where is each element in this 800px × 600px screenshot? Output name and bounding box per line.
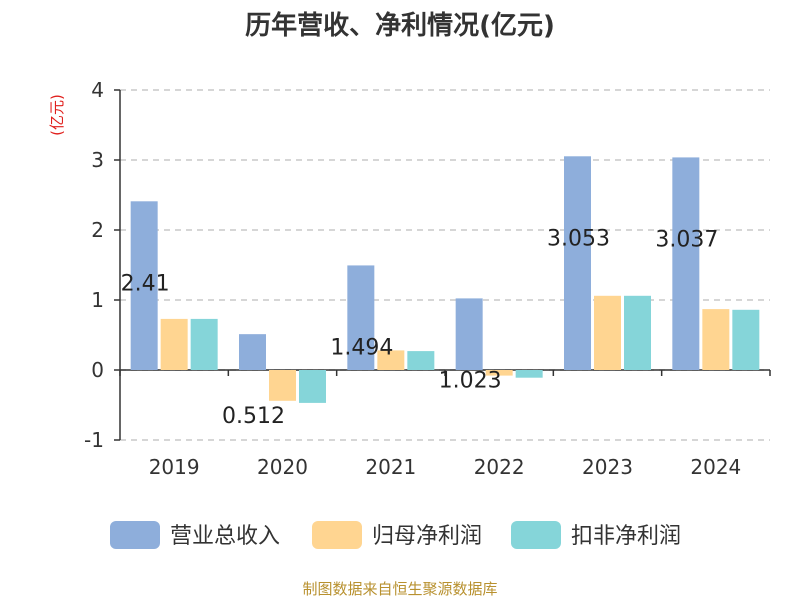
- bar: [239, 334, 266, 370]
- axes: -1 0 1 2 3 4 2019 2020 2021 2022 2023 2024: [84, 78, 771, 479]
- bar: [130, 201, 158, 370]
- bar: [299, 370, 326, 403]
- y-axis-unit-label: (亿元): [48, 94, 66, 136]
- legend-label: 归母净利润: [372, 524, 482, 549]
- bar: [377, 350, 405, 370]
- legend-swatch: [312, 521, 362, 549]
- bar: [732, 309, 760, 370]
- data-label: 1.023: [439, 368, 502, 393]
- bar: [190, 318, 218, 370]
- bar: [515, 370, 543, 378]
- y-tick-label: 0: [91, 358, 104, 382]
- chart-title: 历年营收、净利情况(亿元): [245, 10, 555, 41]
- y-tick-label: 4: [91, 78, 104, 102]
- bar: [407, 351, 435, 370]
- x-tick-label: 2023: [582, 455, 633, 479]
- bar: [347, 265, 375, 370]
- x-tick-label: 2021: [365, 455, 416, 479]
- data-label: 0.512: [222, 404, 285, 429]
- legend-label: 营业总收入: [170, 524, 280, 549]
- data-label: 2.41: [121, 271, 170, 296]
- bar: [160, 318, 188, 370]
- bar: [702, 309, 730, 370]
- x-tick-label: 2020: [257, 455, 308, 479]
- bar: [455, 298, 483, 370]
- y-tick-label: 3: [91, 148, 104, 172]
- data-labels: 2.41 0.512 1.494 1.023 3.053 3.037: [121, 226, 719, 429]
- source-note: 制图数据来自恒生聚源数据库: [302, 580, 497, 598]
- y-tick-label: -1: [84, 428, 104, 452]
- bar: [564, 156, 591, 370]
- legend: 营业总收入 归母净利润 扣非净利润: [110, 521, 681, 549]
- bar: [672, 157, 700, 370]
- x-tick-label: 2024: [690, 455, 741, 479]
- legend-swatch: [110, 521, 160, 549]
- bar: [594, 295, 621, 370]
- legend-swatch: [511, 521, 561, 549]
- data-label: 3.037: [655, 227, 718, 252]
- bars: [130, 156, 760, 403]
- bar: [269, 370, 296, 401]
- y-tick-label: 2: [91, 218, 104, 242]
- bar: [624, 295, 651, 370]
- x-tick-label: 2019: [149, 455, 200, 479]
- data-label: 1.494: [330, 335, 393, 360]
- data-label: 3.053: [547, 226, 610, 251]
- bar: [485, 370, 513, 376]
- x-tick-label: 2022: [474, 455, 525, 479]
- y-tick-label: 1: [91, 288, 104, 312]
- legend-label: 扣非净利润: [571, 524, 681, 549]
